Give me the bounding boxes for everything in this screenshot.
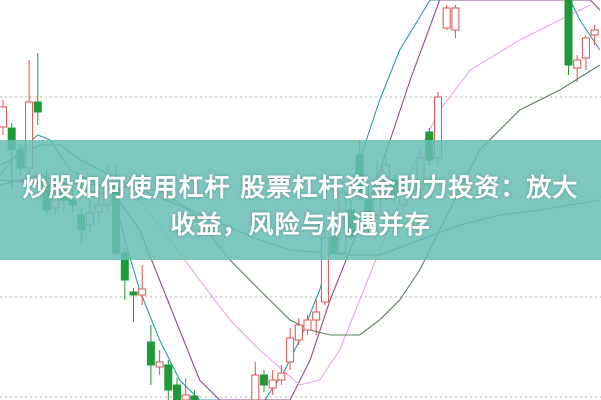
candle-body xyxy=(277,372,286,381)
candle-body xyxy=(451,7,460,31)
title-line-2: 收益，风险与机遇并存 xyxy=(170,210,431,239)
candle-body xyxy=(303,319,312,331)
candle-body xyxy=(190,395,199,400)
title-line-1: 炒股如何使用杠杆 股票杠杆资金助力投资：放大 xyxy=(22,173,579,202)
candle-body xyxy=(312,311,321,321)
candle-body xyxy=(564,0,573,66)
candle-body xyxy=(286,337,295,363)
candle-body xyxy=(0,106,7,128)
candle-body xyxy=(138,288,147,296)
candle-body xyxy=(260,374,268,386)
candle-body xyxy=(268,379,277,389)
candle-body xyxy=(442,7,451,29)
candle-body xyxy=(146,341,155,366)
candle-body xyxy=(590,29,599,36)
candle-body xyxy=(181,394,190,400)
candle-body xyxy=(129,291,138,296)
candle-body xyxy=(573,59,582,69)
candle-body xyxy=(155,361,164,368)
candle-body xyxy=(251,374,260,400)
candle-body xyxy=(173,384,181,400)
candle-body xyxy=(581,37,590,59)
title-banner xyxy=(0,140,601,260)
candle-body xyxy=(33,101,42,113)
candle-body xyxy=(164,364,173,391)
candle-body xyxy=(294,324,303,341)
